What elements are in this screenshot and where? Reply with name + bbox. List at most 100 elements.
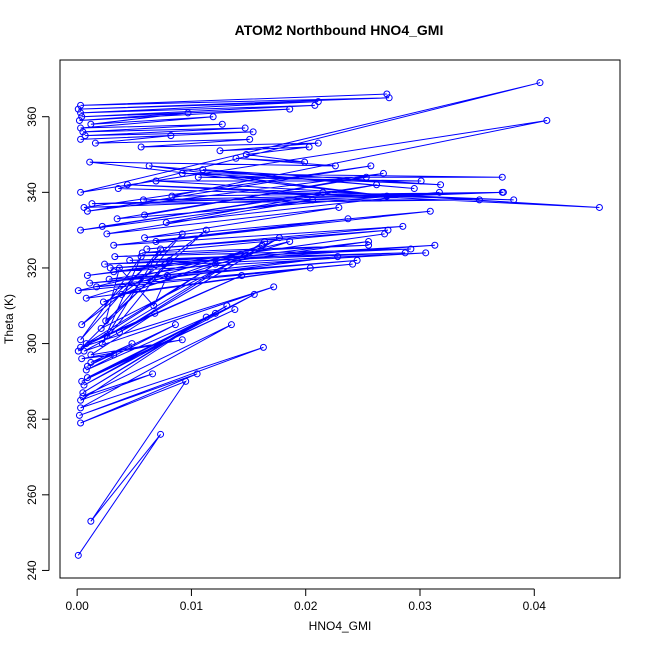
data-point xyxy=(227,321,235,329)
data-point xyxy=(301,158,309,166)
data-point xyxy=(79,389,87,397)
data-point xyxy=(166,256,174,264)
data-point xyxy=(499,188,507,196)
x-tick-label: 0.04 xyxy=(523,599,547,613)
data-point xyxy=(231,306,239,314)
data-point xyxy=(74,105,82,113)
y-tick-label: 320 xyxy=(25,258,39,278)
data-point xyxy=(145,162,153,170)
y-tick-label: 280 xyxy=(25,409,39,429)
data-point xyxy=(286,105,294,113)
data-point xyxy=(87,517,95,525)
data-point xyxy=(383,192,391,200)
data-point xyxy=(150,302,158,310)
data-point xyxy=(331,162,339,170)
data-point xyxy=(98,340,106,348)
data-point xyxy=(178,336,186,344)
data-point xyxy=(407,245,415,253)
data-point xyxy=(81,132,89,140)
data-point xyxy=(78,321,86,329)
data-point xyxy=(77,396,85,404)
data-point xyxy=(103,332,111,340)
data-point xyxy=(87,351,95,359)
data-point xyxy=(74,347,82,355)
data-point xyxy=(306,264,314,272)
data-point xyxy=(110,351,118,359)
data-point xyxy=(88,200,96,208)
data-point xyxy=(77,343,85,351)
data-point xyxy=(314,98,322,106)
y-tick-label: 340 xyxy=(25,182,39,202)
data-point xyxy=(77,109,85,117)
data-point xyxy=(77,404,85,412)
data-point xyxy=(182,377,190,385)
data-point xyxy=(77,135,85,143)
data-point xyxy=(102,317,110,325)
data-point xyxy=(77,188,85,196)
data-point xyxy=(167,132,175,140)
data-point xyxy=(435,188,443,196)
data-point xyxy=(80,203,88,211)
data-point xyxy=(75,411,83,419)
data-point xyxy=(536,79,544,87)
data-point xyxy=(223,302,231,310)
data-point xyxy=(241,124,249,132)
data-point xyxy=(77,101,85,109)
data-point xyxy=(78,377,86,385)
data-point xyxy=(202,226,210,234)
data-point xyxy=(311,101,319,109)
data-point xyxy=(543,116,551,124)
data-point xyxy=(168,192,176,200)
data-point xyxy=(82,366,90,374)
data-point xyxy=(114,185,122,193)
data-point xyxy=(79,393,87,401)
data-point xyxy=(78,113,86,121)
y-tick-label: 240 xyxy=(25,560,39,580)
y-tick-label: 260 xyxy=(25,484,39,504)
data-point xyxy=(349,260,357,268)
data-point xyxy=(184,109,192,117)
y-tick-label: 360 xyxy=(25,106,39,126)
data-point xyxy=(319,188,327,196)
data-point xyxy=(379,169,387,177)
data-point xyxy=(595,203,603,211)
data-point xyxy=(258,241,266,249)
data-point xyxy=(270,283,278,291)
data-point xyxy=(194,173,202,181)
x-tick-label: 0.01 xyxy=(180,599,204,613)
data-point xyxy=(77,124,85,132)
data-point xyxy=(417,177,425,185)
data-point xyxy=(128,340,136,348)
data-point xyxy=(141,234,149,242)
data-point xyxy=(137,143,145,151)
x-axis: 0.00 0.01 0.02 0.03 0.04 xyxy=(65,588,547,613)
series-layer xyxy=(74,79,603,559)
data-point xyxy=(275,234,283,242)
data-point xyxy=(110,241,118,249)
data-point xyxy=(143,245,151,253)
data-point xyxy=(137,253,145,261)
data-point xyxy=(510,196,518,204)
data-point xyxy=(422,249,430,257)
data-point xyxy=(82,294,90,302)
data-point xyxy=(151,309,159,317)
data-point xyxy=(209,113,217,121)
data-point xyxy=(314,139,322,147)
data-point xyxy=(335,203,343,211)
data-point xyxy=(178,230,186,238)
y-tick-label: 300 xyxy=(25,333,39,353)
data-point xyxy=(74,551,82,559)
data-point xyxy=(105,275,113,283)
data-point xyxy=(401,249,409,257)
data-point xyxy=(83,207,91,215)
data-point xyxy=(305,143,313,151)
data-point xyxy=(110,268,118,276)
data-point xyxy=(106,264,114,272)
data-point xyxy=(431,241,439,249)
data-point xyxy=(141,211,149,219)
data-point xyxy=(238,272,246,280)
data-point xyxy=(193,370,201,378)
data-point xyxy=(157,245,165,253)
data-point xyxy=(373,181,381,189)
data-point xyxy=(385,94,393,102)
